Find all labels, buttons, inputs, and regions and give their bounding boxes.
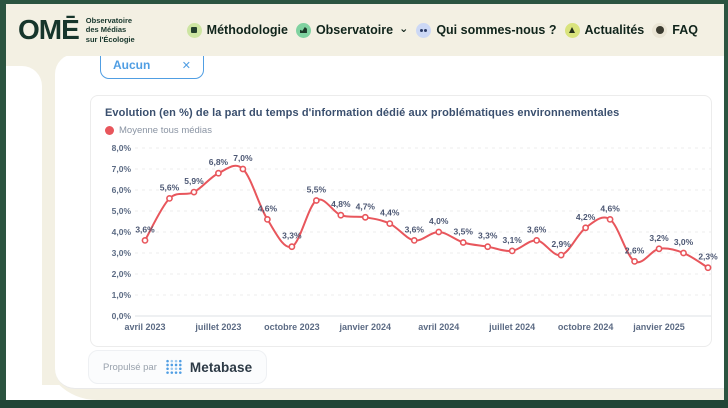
powered-by-label: Propulsé par xyxy=(103,361,157,373)
tagline-line: sur l'Écologie xyxy=(85,34,135,44)
svg-text:5,9%: 5,9% xyxy=(184,176,204,186)
svg-text:1,0%: 1,0% xyxy=(112,290,132,300)
svg-text:4,0%: 4,0% xyxy=(112,227,132,237)
nav-item-label: Actualités xyxy=(584,23,645,37)
line-chart[interactable]: 0,0% 1,0% 2,0% 3,0% 4,0% 5,0% 6,0% 7,0% 8,0% avri… xyxy=(97,142,719,342)
svg-text:juillet 2023: juillet 2023 xyxy=(194,322,241,332)
svg-text:6,8%: 6,8% xyxy=(209,157,229,167)
powered-by-metabase-badge[interactable]: Propulsé par Metabase xyxy=(88,350,268,384)
tagline-line: Observatoire xyxy=(85,15,133,25)
svg-text:5,0%: 5,0% xyxy=(112,206,132,216)
svg-text:octobre 2024: octobre 2024 xyxy=(558,322,614,332)
svg-text:octobre 2023: octobre 2023 xyxy=(264,322,320,332)
chart-title: Evolution (en %) de la part du temps d'i… xyxy=(105,107,620,119)
svg-text:3,5%: 3,5% xyxy=(454,227,474,237)
top-navbar: OMĒ Observatoire des Médias sur l'Écolog… xyxy=(6,4,724,56)
svg-text:3,2%: 3,2% xyxy=(649,233,669,243)
svg-text:2,0%: 2,0% xyxy=(112,269,132,279)
document-icon xyxy=(186,22,202,38)
svg-text:8,0%: 8,0% xyxy=(112,143,132,153)
svg-text:2,6%: 2,6% xyxy=(625,245,645,255)
svg-text:5,6%: 5,6% xyxy=(160,182,180,192)
dot-icon xyxy=(652,22,668,38)
svg-text:3,6%: 3,6% xyxy=(405,224,425,234)
legend-label: Moyenne tous médias xyxy=(119,125,212,136)
svg-text:3,1%: 3,1% xyxy=(502,235,522,245)
svg-text:7,0%: 7,0% xyxy=(233,153,253,163)
nav-links: Méthodologie Observatoire ⌄ Qui sommes-n… xyxy=(186,22,702,38)
svg-text:2,3%: 2,3% xyxy=(698,252,718,262)
svg-text:4,0%: 4,0% xyxy=(429,216,449,226)
svg-text:3,0%: 3,0% xyxy=(674,237,694,247)
chart-legend: Moyenne tous médias xyxy=(105,125,699,136)
tagline-line: des Médias xyxy=(85,25,127,35)
people-icon xyxy=(416,22,432,38)
svg-text:3,6%: 3,6% xyxy=(527,224,547,234)
svg-text:4,8%: 4,8% xyxy=(331,199,351,209)
svg-text:5,5%: 5,5% xyxy=(307,185,327,195)
close-icon[interactable]: ✕ xyxy=(181,59,191,72)
svg-text:4,6%: 4,6% xyxy=(600,203,620,213)
nav-item-label: Qui sommes-nous ? xyxy=(436,23,557,37)
nav-item-faq[interactable]: FAQ xyxy=(652,22,698,38)
svg-text:3,3%: 3,3% xyxy=(282,231,302,241)
svg-text:juillet 2024: juillet 2024 xyxy=(488,322,535,332)
filter-chip-label: Aucun xyxy=(113,58,151,72)
svg-text:3,6%: 3,6% xyxy=(135,224,155,234)
svg-text:0,0%: 0,0% xyxy=(112,311,132,321)
svg-text:janvier 2025: janvier 2025 xyxy=(632,322,685,332)
svg-text:7,0%: 7,0% xyxy=(112,164,132,174)
nav-item-actualites[interactable]: Actualités xyxy=(564,22,645,38)
svg-text:3,0%: 3,0% xyxy=(112,248,132,258)
svg-text:4,7%: 4,7% xyxy=(356,201,376,211)
legend-dot-icon xyxy=(105,126,114,135)
nav-item-label: Observatoire xyxy=(315,23,394,37)
chart-card: Evolution (en %) de la part du temps d'i… xyxy=(90,95,719,347)
nav-item-label: Méthodologie xyxy=(206,23,288,37)
svg-text:avril 2024: avril 2024 xyxy=(418,322,459,332)
logo-tagline: Observatoire des Médias sur l'Écologie xyxy=(86,16,135,44)
metabase-brand-label: Metabase xyxy=(189,359,253,375)
svg-text:2,9%: 2,9% xyxy=(551,239,571,249)
nav-item-label: FAQ xyxy=(672,23,698,37)
logo-wordmark: OMĒ xyxy=(18,14,80,45)
svg-text:6,0%: 6,0% xyxy=(112,185,132,195)
svg-text:avril 2023: avril 2023 xyxy=(124,322,165,332)
svg-text:4,2%: 4,2% xyxy=(576,212,596,222)
filter-chip-aucun[interactable]: Aucun ✕ xyxy=(100,54,204,79)
chevron-down-icon: ⌄ xyxy=(399,23,409,36)
svg-text:janvier 2024: janvier 2024 xyxy=(339,322,392,332)
chart-icon xyxy=(295,22,311,38)
svg-text:3,3%: 3,3% xyxy=(478,231,498,241)
news-icon xyxy=(564,22,580,38)
dashboard-embed-panel: Aucun ✕ Evolution (en %) de la part du t… xyxy=(55,54,724,389)
nav-item-methodologie[interactable]: Méthodologie xyxy=(186,22,288,38)
nav-item-qui-sommes-nous[interactable]: Qui sommes-nous ? xyxy=(416,22,557,38)
svg-text:4,6%: 4,6% xyxy=(258,203,278,213)
svg-text:4,4%: 4,4% xyxy=(380,208,400,218)
page-left-gutter xyxy=(6,66,42,400)
footer-dark-band xyxy=(0,400,728,408)
site-logo[interactable]: OMĒ Observatoire des Médias sur l'Écolog… xyxy=(18,16,135,44)
metabase-logo-icon xyxy=(166,359,182,374)
nav-item-observatoire[interactable]: Observatoire ⌄ xyxy=(295,22,409,38)
